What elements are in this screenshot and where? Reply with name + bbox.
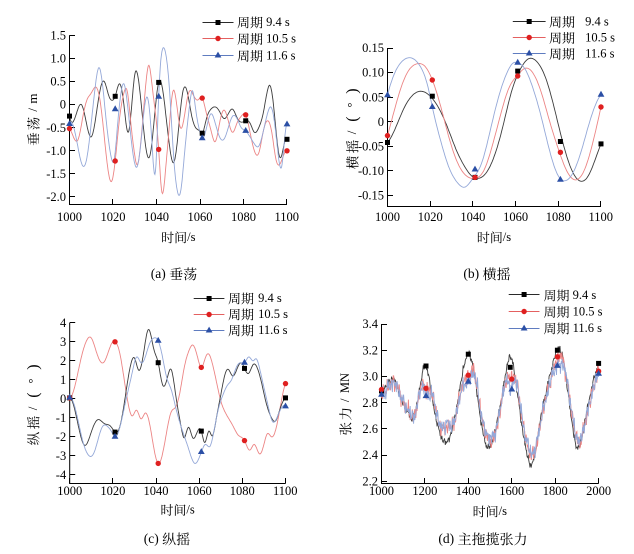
svg-text:11.6 s: 11.6 s bbox=[258, 323, 288, 337]
svg-text:(: ( bbox=[25, 392, 42, 397]
svg-text:2: 2 bbox=[60, 354, 66, 368]
svg-text:1040: 1040 bbox=[144, 484, 169, 498]
svg-text:°: ° bbox=[25, 378, 40, 383]
svg-text:1040: 1040 bbox=[144, 210, 169, 224]
svg-text:9.4 s: 9.4 s bbox=[258, 291, 282, 305]
svg-text:/s: /s bbox=[186, 503, 194, 517]
svg-text:/s: /s bbox=[499, 504, 507, 518]
svg-text:-3: -3 bbox=[56, 449, 66, 463]
svg-text:1080: 1080 bbox=[231, 210, 256, 224]
svg-text:): ) bbox=[25, 364, 42, 369]
svg-text:1400: 1400 bbox=[456, 484, 481, 498]
svg-text:(d): (d) bbox=[438, 531, 457, 546]
svg-text:0: 0 bbox=[60, 392, 66, 406]
svg-text:2.6: 2.6 bbox=[362, 422, 378, 436]
svg-text:1000: 1000 bbox=[375, 210, 400, 224]
svg-text:/s: /s bbox=[503, 230, 511, 244]
svg-text:-1.5: -1.5 bbox=[46, 167, 66, 181]
svg-text:(c): (c) bbox=[144, 531, 162, 546]
svg-text:9.4 s: 9.4 s bbox=[585, 15, 609, 29]
svg-text:9.4 s: 9.4 s bbox=[266, 15, 290, 29]
svg-text:1060: 1060 bbox=[188, 210, 213, 224]
svg-text:/: / bbox=[25, 406, 40, 410]
svg-text:1020: 1020 bbox=[101, 210, 126, 224]
svg-text:1060: 1060 bbox=[503, 210, 528, 224]
svg-text:1060: 1060 bbox=[187, 484, 212, 498]
svg-text:0: 0 bbox=[60, 98, 66, 112]
svg-text:3.4: 3.4 bbox=[362, 317, 378, 331]
svg-text:-2: -2 bbox=[56, 430, 66, 444]
svg-text:0.15: 0.15 bbox=[362, 41, 384, 55]
svg-text:1000: 1000 bbox=[57, 484, 82, 498]
svg-text:11.6 s: 11.6 s bbox=[266, 49, 296, 63]
svg-text:0.10: 0.10 bbox=[362, 66, 384, 80]
svg-text:(: ( bbox=[344, 116, 361, 121]
svg-text:3.2: 3.2 bbox=[362, 343, 378, 357]
svg-text:1800: 1800 bbox=[543, 484, 568, 498]
svg-text:0.05: 0.05 bbox=[362, 90, 384, 104]
svg-text:1: 1 bbox=[60, 373, 66, 387]
svg-text:/: / bbox=[344, 130, 359, 134]
svg-text:3: 3 bbox=[60, 335, 66, 349]
svg-text:/: / bbox=[337, 398, 352, 402]
svg-text:3.0: 3.0 bbox=[362, 370, 378, 384]
svg-text:0: 0 bbox=[378, 115, 384, 129]
svg-text:4: 4 bbox=[60, 316, 67, 330]
svg-text:10.5 s: 10.5 s bbox=[585, 31, 615, 45]
svg-text:1080: 1080 bbox=[546, 210, 571, 224]
svg-text:(b): (b) bbox=[463, 266, 482, 281]
svg-text:1000: 1000 bbox=[57, 210, 82, 224]
svg-text:10.5 s: 10.5 s bbox=[266, 32, 296, 46]
svg-text:-2.0: -2.0 bbox=[46, 190, 66, 204]
svg-text:2000: 2000 bbox=[586, 484, 611, 498]
svg-text:2.4: 2.4 bbox=[362, 448, 378, 462]
svg-text:1100: 1100 bbox=[275, 210, 300, 224]
svg-text:-0.15: -0.15 bbox=[358, 189, 384, 203]
svg-text:-0.10: -0.10 bbox=[358, 164, 384, 178]
svg-text:1200: 1200 bbox=[412, 484, 437, 498]
svg-text:1000: 1000 bbox=[369, 484, 394, 498]
svg-text:1080: 1080 bbox=[230, 484, 255, 498]
svg-text:1020: 1020 bbox=[100, 484, 125, 498]
svg-text:-1: -1 bbox=[56, 411, 66, 425]
svg-text:-0.5: -0.5 bbox=[46, 121, 66, 135]
svg-text:MN: MN bbox=[338, 373, 352, 393]
svg-text:2.2: 2.2 bbox=[362, 475, 378, 489]
svg-text:1040: 1040 bbox=[460, 210, 485, 224]
svg-text:10.5 s: 10.5 s bbox=[573, 305, 603, 319]
svg-text:°: ° bbox=[344, 102, 359, 107]
svg-text:/s: /s bbox=[187, 230, 195, 244]
svg-text:m: m bbox=[25, 93, 40, 103]
svg-text:1100: 1100 bbox=[589, 210, 614, 224]
svg-text:11.6 s: 11.6 s bbox=[585, 47, 615, 61]
svg-text:-1.0: -1.0 bbox=[46, 144, 66, 158]
svg-text:9.4 s: 9.4 s bbox=[573, 288, 597, 302]
svg-text:): ) bbox=[344, 88, 361, 93]
svg-text:10.5 s: 10.5 s bbox=[258, 307, 288, 321]
svg-text:2.8: 2.8 bbox=[362, 396, 378, 410]
svg-text:1020: 1020 bbox=[418, 210, 443, 224]
svg-text:1600: 1600 bbox=[499, 484, 524, 498]
svg-text:(a): (a) bbox=[151, 266, 169, 281]
svg-text:1.5: 1.5 bbox=[50, 28, 66, 42]
svg-text:-4: -4 bbox=[56, 468, 67, 482]
svg-text:-0.05: -0.05 bbox=[358, 140, 384, 154]
svg-text:1100: 1100 bbox=[273, 484, 298, 498]
svg-text:0.5: 0.5 bbox=[50, 75, 66, 89]
svg-text:/: / bbox=[25, 108, 40, 112]
svg-text:1.0: 1.0 bbox=[50, 52, 66, 66]
svg-text:11.6 s: 11.6 s bbox=[573, 321, 603, 335]
